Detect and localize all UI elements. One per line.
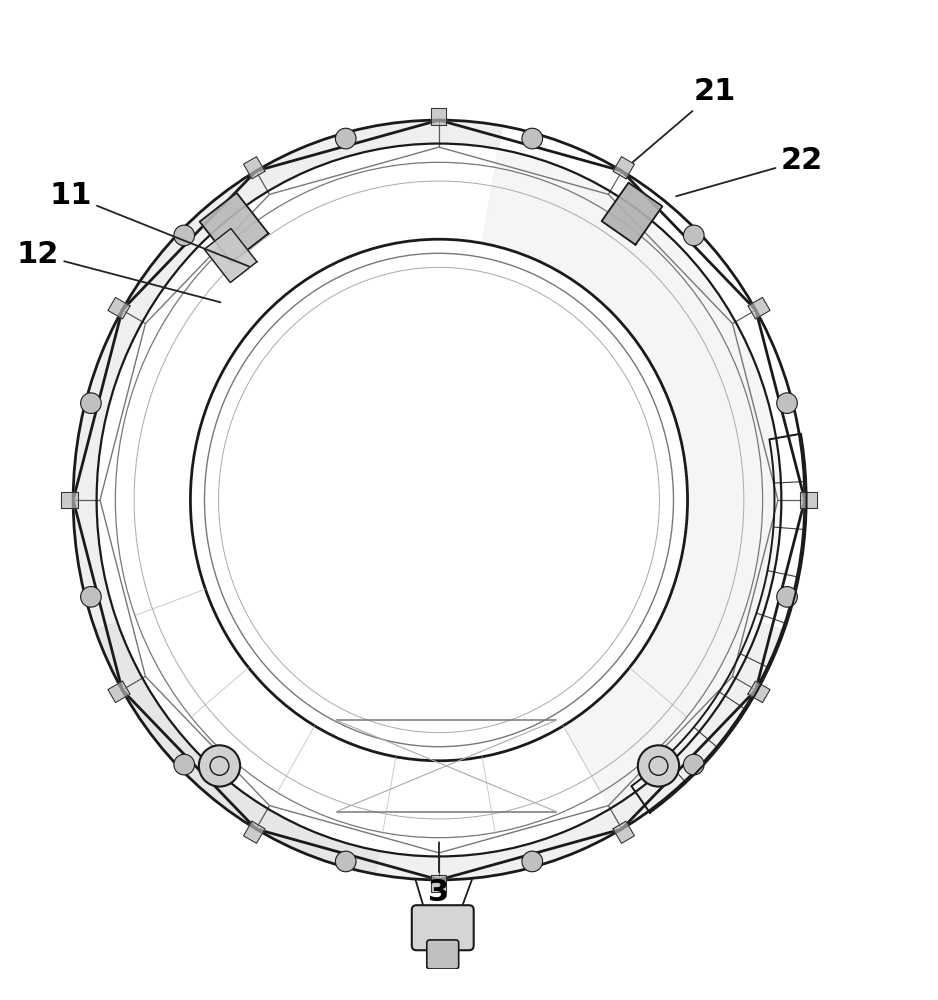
Circle shape <box>174 754 194 775</box>
Circle shape <box>638 745 679 787</box>
FancyBboxPatch shape <box>412 905 474 950</box>
Polygon shape <box>800 492 817 508</box>
Circle shape <box>684 225 704 246</box>
Circle shape <box>336 851 356 872</box>
Polygon shape <box>601 183 662 245</box>
Polygon shape <box>108 297 130 319</box>
Circle shape <box>199 745 240 787</box>
Text: 3: 3 <box>429 842 449 907</box>
Circle shape <box>174 225 194 246</box>
Text: 11: 11 <box>49 181 249 266</box>
Circle shape <box>684 754 704 775</box>
Polygon shape <box>748 297 770 319</box>
Polygon shape <box>73 120 503 874</box>
Polygon shape <box>431 108 446 125</box>
Polygon shape <box>204 228 257 283</box>
Polygon shape <box>61 492 78 508</box>
Circle shape <box>777 587 797 607</box>
Polygon shape <box>244 821 265 843</box>
Text: 21: 21 <box>632 77 736 162</box>
Polygon shape <box>613 821 634 843</box>
Polygon shape <box>748 681 770 703</box>
Polygon shape <box>431 875 446 892</box>
Polygon shape <box>244 157 265 179</box>
Circle shape <box>522 851 542 872</box>
Polygon shape <box>108 681 130 703</box>
Polygon shape <box>482 149 781 809</box>
Circle shape <box>522 128 542 149</box>
Circle shape <box>81 587 101 607</box>
Circle shape <box>336 128 356 149</box>
Text: 22: 22 <box>676 146 824 196</box>
Text: 12: 12 <box>16 240 220 302</box>
Circle shape <box>777 393 797 413</box>
Polygon shape <box>200 193 268 262</box>
FancyBboxPatch shape <box>427 940 459 969</box>
Polygon shape <box>96 622 782 880</box>
Polygon shape <box>613 157 634 179</box>
Circle shape <box>81 393 101 413</box>
